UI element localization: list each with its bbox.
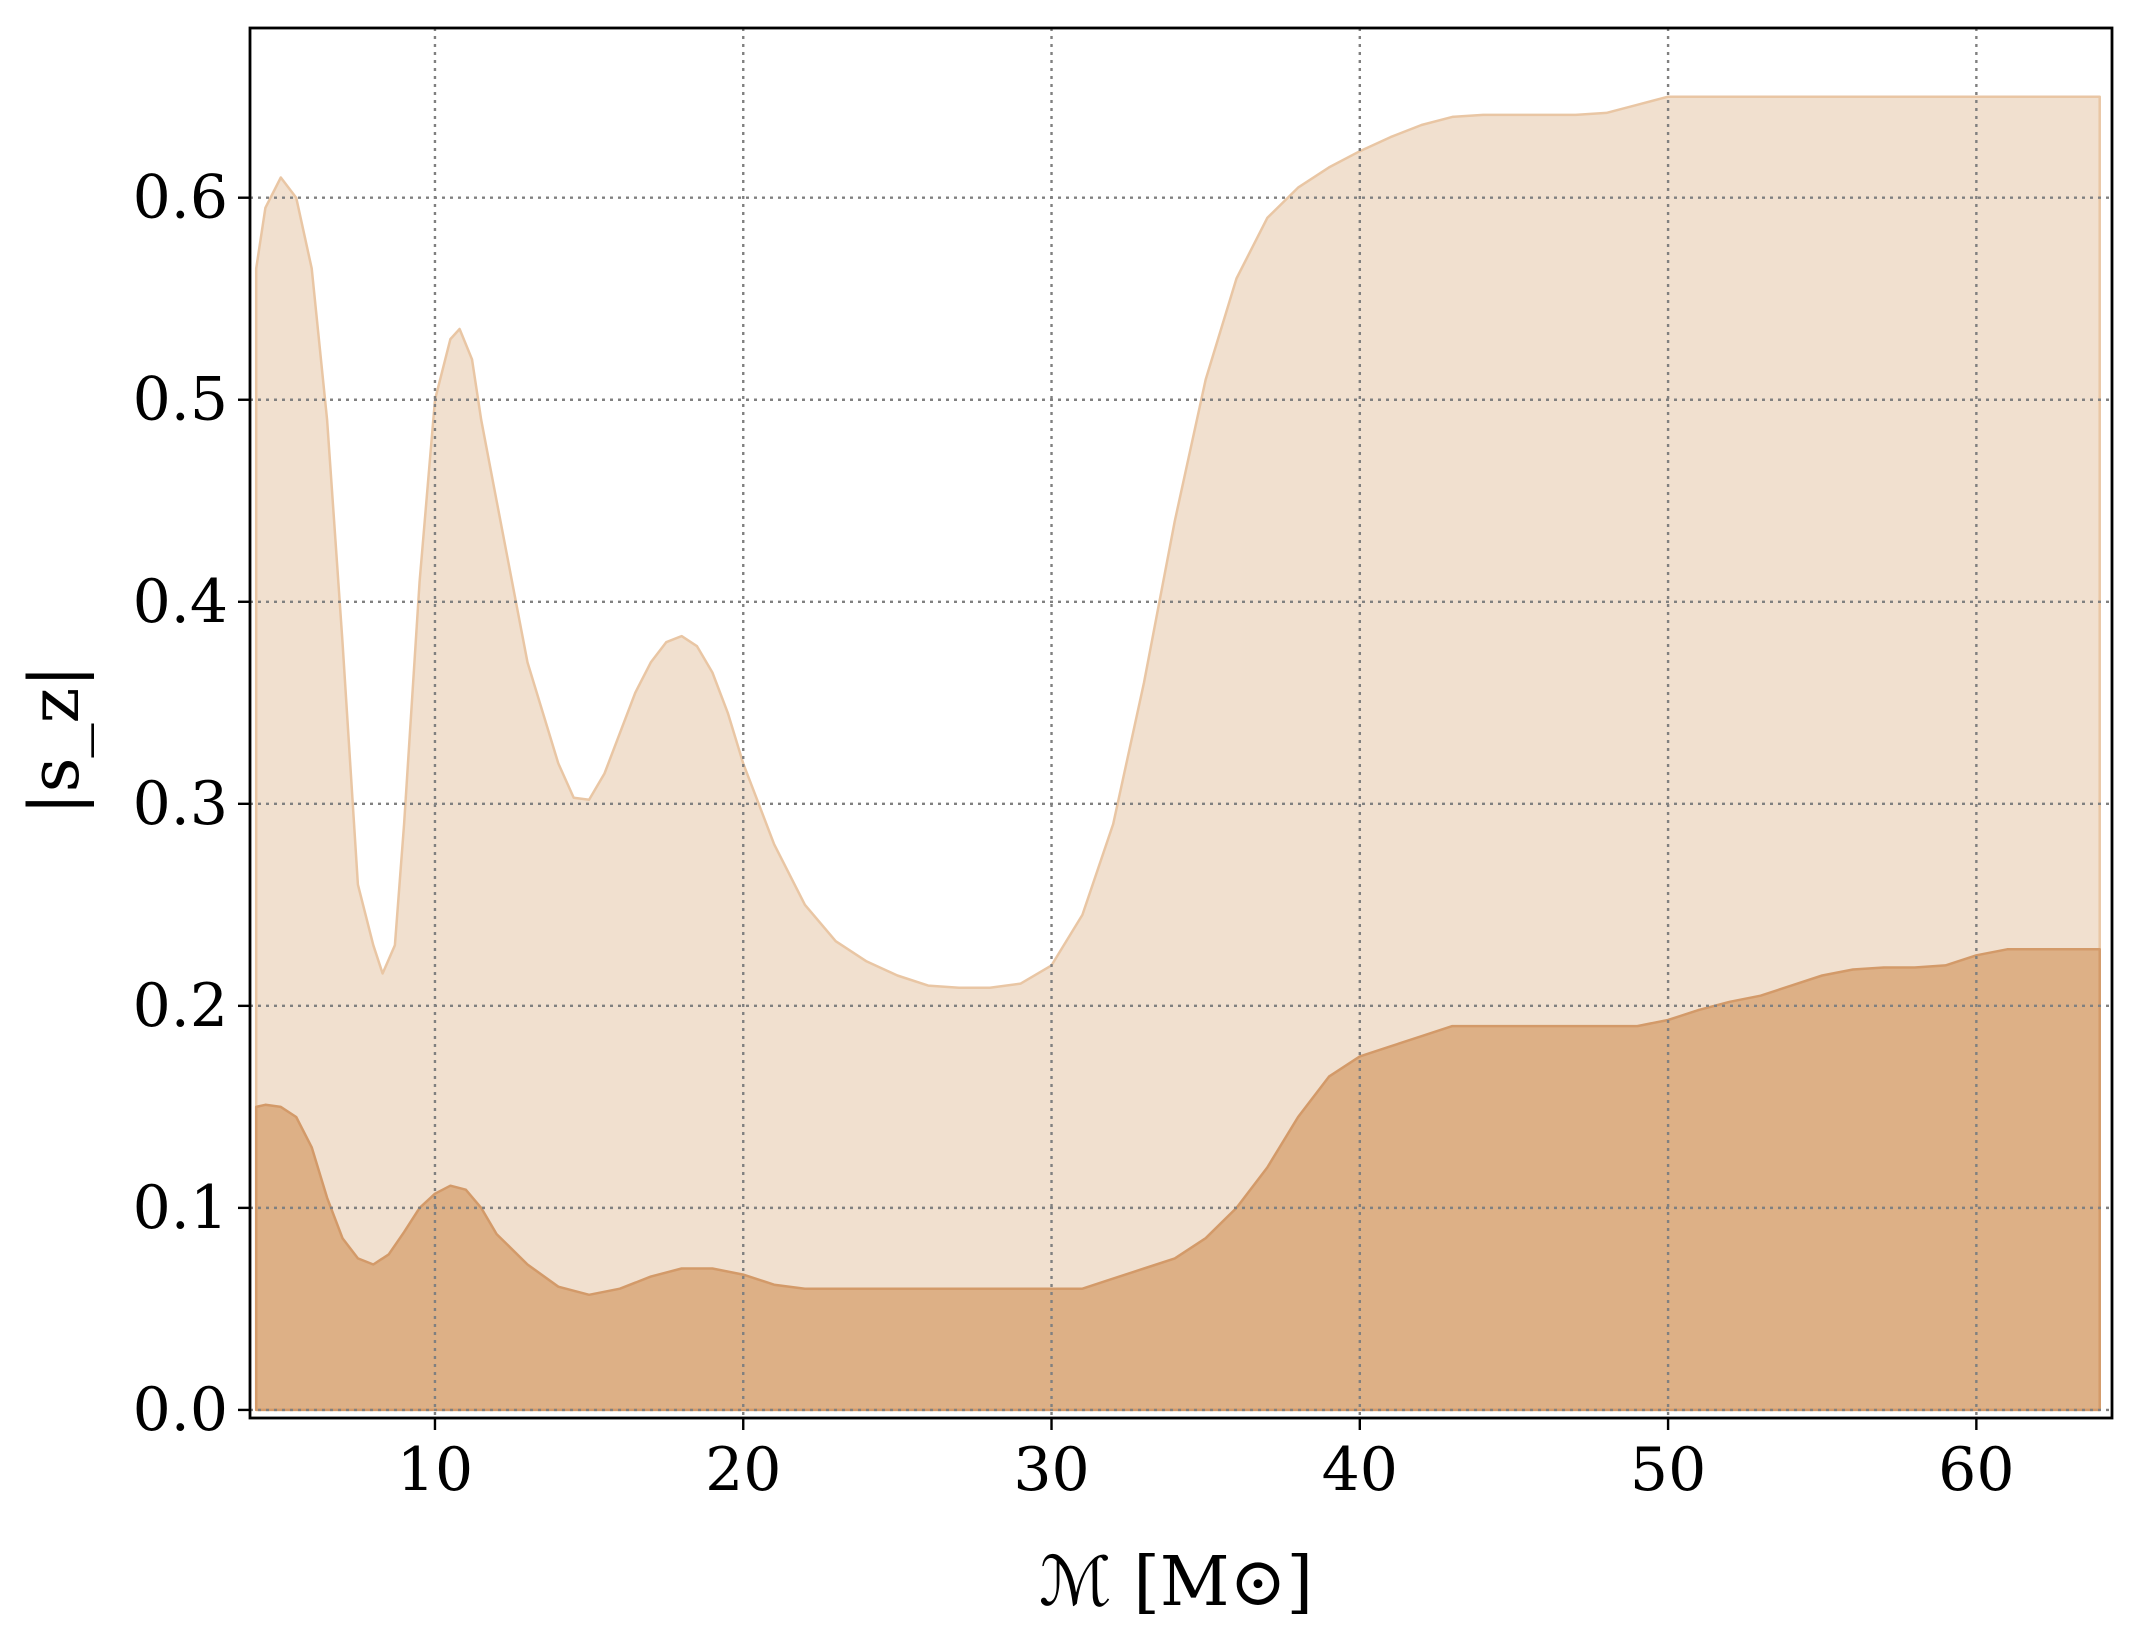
x-tick-label: 20 [705, 1435, 781, 1505]
y-tick-label: 0.3 [133, 769, 228, 839]
x-tick-label: 40 [1322, 1435, 1398, 1505]
y-tick-label: 0.6 [133, 163, 228, 233]
x-tick-label: 10 [397, 1435, 473, 1505]
y-tick-label: 0.2 [133, 971, 228, 1041]
x-tick-label: 60 [1938, 1435, 2014, 1505]
ticks-group: 10 20 30 40 50 60 0.0 0.1 0.2 0.3 0.4 0.5 0.6 [133, 163, 2015, 1505]
y-tick-label: 0.4 [133, 567, 228, 637]
x-axis-label: ℳ [M⊙] [1039, 1543, 1313, 1622]
plot-frame [248, 26, 2114, 1420]
x-tick-label: 30 [1013, 1435, 1089, 1505]
bands-group [254, 95, 2101, 1412]
y-tick-label: 0.1 [133, 1173, 228, 1243]
y-axis-label: |s_z| [16, 665, 95, 816]
y-tick-label: 0.0 [133, 1375, 228, 1445]
inner-band [254, 948, 2101, 1412]
grid-group [250, 28, 2112, 1418]
x-tick-label: 50 [1630, 1435, 1706, 1505]
y-tick-label: 0.5 [133, 365, 228, 435]
